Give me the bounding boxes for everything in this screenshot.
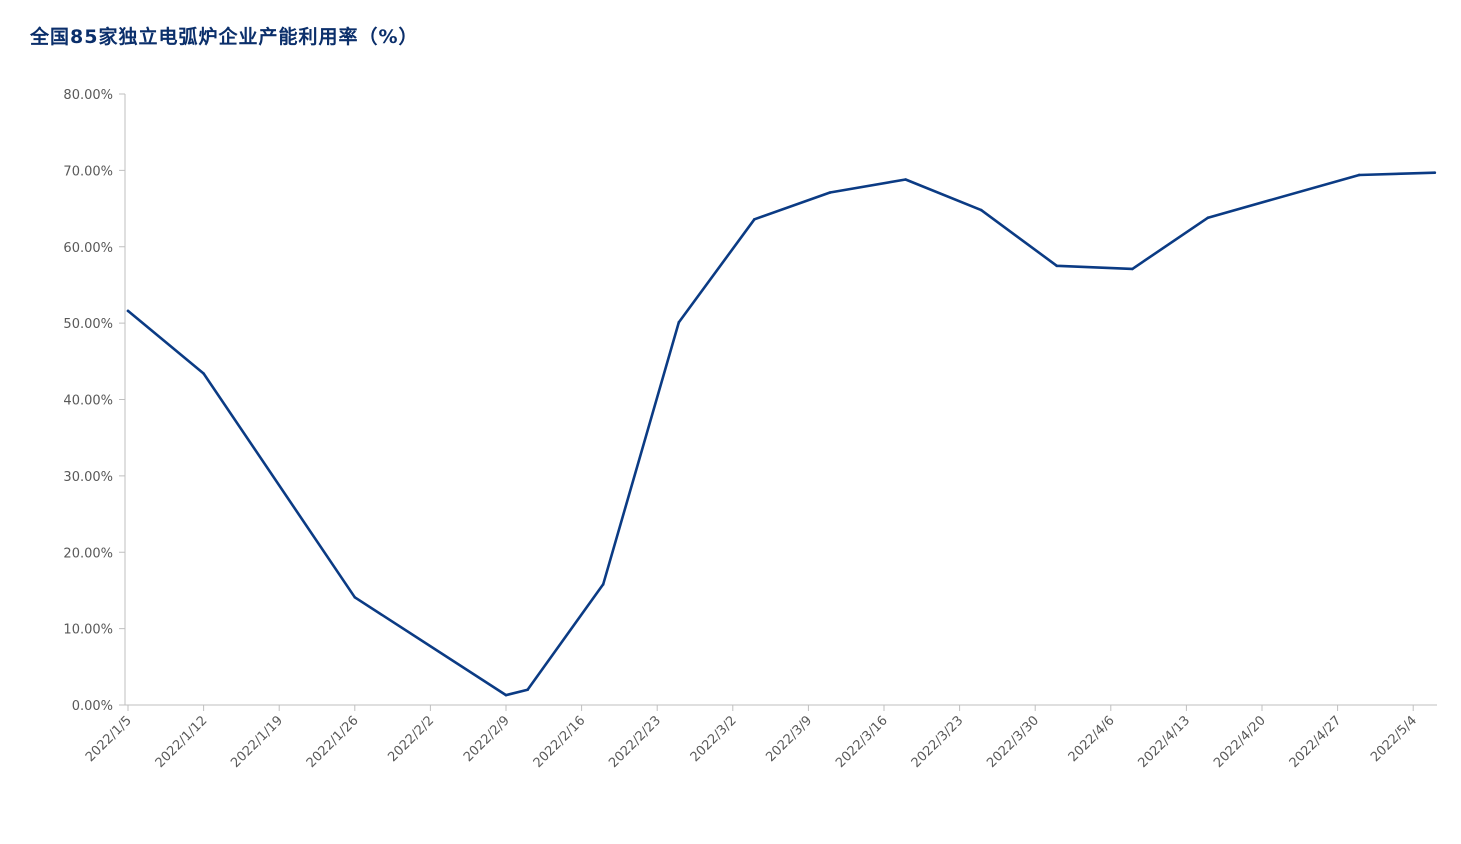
chart-title: 全国85家独立电弧炉企业产能利用率（%） [30,26,419,48]
data-point [1055,264,1059,268]
x-tick-label: 2022/2/23 [606,713,664,771]
series-line [126,171,1437,697]
y-tick-label: 40.00% [63,394,113,409]
x-tick-label: 2022/2/2 [385,713,437,765]
y-axis-ticks: 0.00% 10.00% 20.00% 30.00% 40.00% 50.00% 60.00… [63,88,125,714]
x-tick-label: 2022/3/23 [909,713,967,771]
data-point [828,191,832,194]
data-point [601,583,605,586]
x-axis-ticks: 2022/1/5 2022/1/12 2022/1/19 2022/1/26 2022/… [83,705,1420,771]
y-tick-label: 70.00% [63,164,113,179]
data-point [1357,173,1361,177]
x-tick-label: 2022/3/2 [688,713,740,765]
data-point [526,688,529,692]
x-tick-label: 2022/4/6 [1066,713,1118,765]
y-tick-label: 30.00% [63,470,113,485]
data-point [504,693,508,697]
x-tick-label: 2022/2/16 [531,713,589,771]
data-point [126,309,130,313]
data-point [677,321,681,324]
x-tick-label: 2022/3/9 [763,713,815,765]
x-tick-label: 2022/2/9 [461,713,513,765]
y-tick-label: 50.00% [63,317,113,332]
y-tick-label: 60.00% [63,241,113,256]
data-point [353,596,357,599]
x-tick-label: 2022/1/12 [153,713,211,771]
y-tick-label: 0.00% [72,699,113,714]
y-tick-label: 10.00% [63,623,113,638]
axes [124,94,1437,706]
data-point [1131,267,1134,271]
data-point [904,178,907,181]
x-tick-label: 2022/3/30 [984,713,1042,771]
x-tick-label: 2022/3/16 [833,713,891,771]
x-tick-label: 2022/4/27 [1287,713,1345,771]
x-tick-label: 2022/1/19 [228,713,286,771]
data-point [979,208,983,212]
x-tick-label: 2022/1/26 [304,713,362,771]
y-tick-label: 20.00% [63,546,113,561]
data-point [1206,216,1210,220]
data-point [1433,171,1437,174]
x-tick-label: 2022/5/4 [1368,713,1420,765]
data-point [753,217,756,221]
x-tick-label: 2022/4/13 [1135,713,1193,771]
series-layer [126,171,1437,697]
x-tick-label: 2022/1/5 [83,713,135,765]
x-tick-label: 2022/4/20 [1211,713,1269,771]
data-point [202,372,205,375]
y-tick-label: 80.00% [63,88,113,103]
